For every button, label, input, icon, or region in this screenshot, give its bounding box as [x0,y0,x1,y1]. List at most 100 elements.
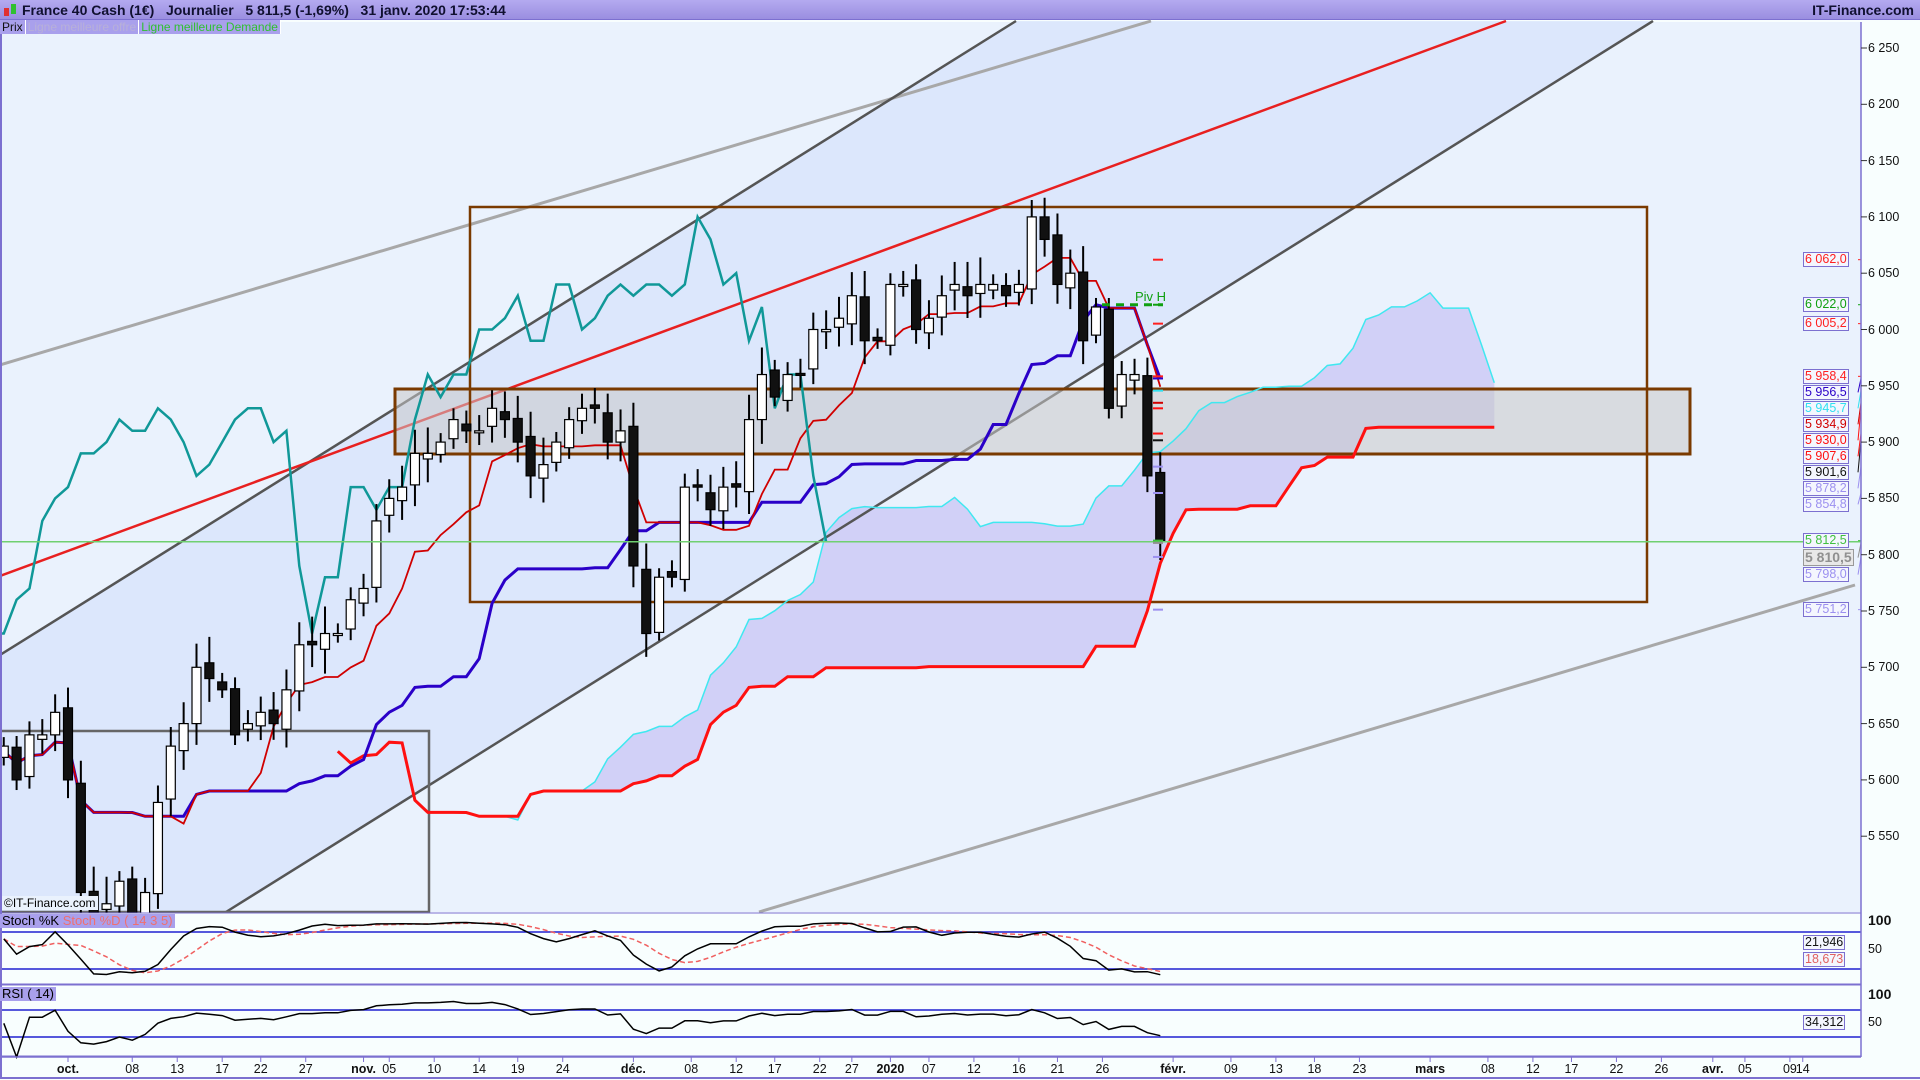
candle-bullish [448,418,459,440]
rsi-legend[interactable]: RSI ( 14) [0,986,57,1001]
x-tick-label: 05 [1737,1062,1752,1076]
axis-ticks [67,47,1867,1062]
x-tick-label: 14 [472,1062,487,1076]
x-tick-label: 14 [1795,1062,1810,1076]
x-tick-label: 12 [729,1062,744,1076]
x-tick-label: 2020 [876,1062,905,1076]
trendline-upper-gray[interactable] [0,19,1152,367]
candle-bullish [114,880,125,907]
x-tick-label: 12 [966,1062,981,1076]
candle-bullish [319,632,331,650]
candle-bearish [499,411,510,421]
candle-bullish [255,711,266,727]
x-tick-label: déc. [620,1062,646,1076]
candle-bullish [756,373,768,421]
x-tick-label: 08 [125,1062,140,1076]
channel-lower-line[interactable] [225,19,1654,914]
candle-bullish [397,486,408,502]
x-tick-label: 22 [253,1062,268,1076]
candle-bearish [461,423,472,432]
stoch-k-label[interactable]: Stoch %K [2,913,60,928]
stoch-k-line [3,921,1161,976]
x-tick-label: 18 [1307,1062,1322,1076]
level-markers [1153,258,1163,611]
rsi-value: 34,312 [1803,1015,1846,1030]
candle-bearish [1000,284,1012,297]
candle-bearish [217,681,228,691]
y-tick-label: 5 700 [1868,660,1900,675]
price-tag: 6 022,0 [1803,297,1849,313]
trendline-red[interactable] [0,19,1507,578]
x-tick-label: 26 [1654,1062,1669,1076]
x-tick-label: 17 [1564,1062,1579,1076]
x-tick-label: 10 [427,1062,442,1076]
rsi-panel [0,984,1862,1057]
price-tag: 5 934,9 [1803,416,1849,432]
candle-bullish [294,644,305,692]
zone-rectangle-brown[interactable] [468,205,1649,604]
stoch-tick-50: 50 [1868,942,1882,956]
y-tick-label: 6 250 [1868,41,1900,55]
candle-bullish [1090,306,1102,336]
stoch-k-value: 21,946 [1803,935,1846,950]
x-tick-label: 22 [1609,1062,1624,1076]
candle-bullish [358,587,369,604]
candle-bearish [962,286,973,297]
price-tag: 5 798,0 [1803,567,1849,583]
x-tick-label: 17 [215,1062,230,1076]
candle-bearish [204,662,215,680]
stoch-panel [0,912,1862,985]
x-tick-label: 12 [1525,1062,1540,1076]
candle-bullish [371,520,382,588]
y-tick-label: 6 200 [1868,97,1900,112]
candle-bearish [75,782,86,894]
x-tick-label: 05 [382,1062,397,1076]
trendline-lower-gray[interactable] [758,583,1856,914]
price-tag: 5 878,2 [1803,480,1849,496]
candle-bearish [525,435,536,477]
candle-bullish [615,430,626,443]
candle-bearish [910,279,922,331]
x-tick-label: 22 [812,1062,827,1076]
stoch-tick-100: 100 [1868,912,1892,928]
candle-bullish [1065,272,1076,289]
candle-bullish [409,452,421,486]
legend-bid-line[interactable]: Ligne meilleure Demande [139,20,281,34]
candle-bullish [486,407,498,427]
legend-ask-line[interactable]: Ligne meilleure offre [25,20,140,34]
price-tag: 5 958,4 [1803,368,1849,384]
x-tick-label: févr. [1160,1062,1186,1076]
channel-upper-line[interactable] [0,19,1017,657]
candle-bearish [872,336,883,342]
candle-bullish [898,283,909,288]
x-tick-label: 09 [1223,1062,1238,1076]
senkou-span-b [336,425,1495,818]
price-tag: 5 907,6 [1803,448,1849,464]
candle-bullish [422,452,433,460]
candle-bearish [641,568,652,635]
x-tick-label: 16 [1011,1062,1026,1076]
candle-bullish [0,745,9,758]
rsi-line [3,1000,1161,1060]
zone-rectangle-gray[interactable] [393,387,1692,456]
stoch-d-label[interactable]: Stoch %D ( 14 3 5) [62,913,173,928]
candle-bearish [731,483,742,488]
candle-bearish [229,688,241,736]
legend-price[interactable]: Prix [0,20,26,34]
price-tag: 5 956,5 [1803,384,1849,400]
candle-bullish [551,441,562,463]
rsi-tick-50: 50 [1868,1015,1882,1029]
y-tick-label: 5 600 [1868,772,1900,787]
candle-bearish [666,570,678,578]
candle-bearish [1078,271,1089,342]
zone-rectangle-dark[interactable] [0,729,431,914]
y-tick-label: 5 950 [1868,378,1900,393]
chart-title: France 40 Cash (1€) Journalier 5 811,5 (… [22,2,506,18]
x-tick-label: 27 [844,1062,859,1076]
rsi-curve [3,1000,1161,1060]
candle-bearish [859,296,870,342]
candle-bullish [808,328,819,370]
candle-bullish [1129,373,1140,381]
candle-bullish [281,689,292,730]
